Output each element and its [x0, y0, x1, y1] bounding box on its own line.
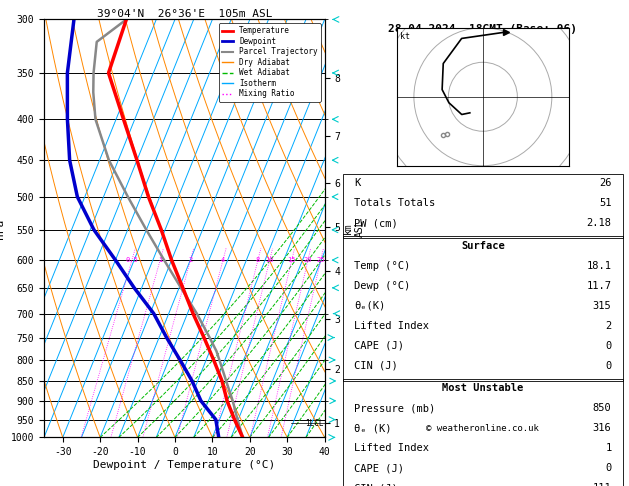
Text: 11.7: 11.7	[586, 281, 611, 291]
Text: 0: 0	[605, 361, 611, 371]
Text: CAPE (J): CAPE (J)	[354, 341, 404, 351]
Text: 850: 850	[593, 403, 611, 413]
Text: Surface: Surface	[461, 241, 504, 251]
Text: 15: 15	[287, 257, 296, 263]
Text: Totals Totals: Totals Totals	[354, 198, 435, 208]
Text: © weatheronline.co.uk: © weatheronline.co.uk	[426, 424, 539, 433]
Text: CIN (J): CIN (J)	[354, 484, 398, 486]
Y-axis label: hPa: hPa	[0, 218, 5, 239]
Y-axis label: km
ASL: km ASL	[343, 220, 365, 237]
Text: θₑ(K): θₑ(K)	[354, 301, 386, 311]
Bar	[343, 174, 623, 239]
Text: 26: 26	[599, 178, 611, 188]
Text: 0: 0	[605, 341, 611, 351]
Text: 0.5: 0.5	[126, 257, 138, 263]
Text: 28.04.2024  18GMT (Base: 06): 28.04.2024 18GMT (Base: 06)	[388, 24, 577, 34]
Text: 18.1: 18.1	[586, 260, 611, 271]
Text: 1: 1	[605, 443, 611, 453]
Text: 2: 2	[605, 321, 611, 331]
Text: 315: 315	[593, 301, 611, 311]
Legend: Temperature, Dewpoint, Parcel Trajectory, Dry Adiabat, Wet Adiabat, Isotherm, Mi: Temperature, Dewpoint, Parcel Trajectory…	[218, 23, 321, 102]
Bar	[343, 236, 623, 381]
Text: 316: 316	[593, 423, 611, 433]
Text: 8: 8	[256, 257, 260, 263]
X-axis label: Dewpoint / Temperature (°C): Dewpoint / Temperature (°C)	[93, 460, 276, 470]
Text: CAPE (J): CAPE (J)	[354, 463, 404, 473]
Text: 25: 25	[316, 257, 325, 263]
Text: 10: 10	[265, 257, 274, 263]
Text: 1: 1	[158, 257, 162, 263]
Text: 111: 111	[593, 484, 611, 486]
Text: θₑ (K): θₑ (K)	[354, 423, 392, 433]
Text: 4: 4	[221, 257, 225, 263]
Text: Temp (°C): Temp (°C)	[354, 260, 411, 271]
Text: PW (cm): PW (cm)	[354, 218, 398, 228]
Text: 2: 2	[188, 257, 192, 263]
Text: CIN (J): CIN (J)	[354, 361, 398, 371]
Text: Pressure (mb): Pressure (mb)	[354, 403, 435, 413]
Text: K: K	[354, 178, 360, 188]
Text: Dewp (°C): Dewp (°C)	[354, 281, 411, 291]
Text: 20: 20	[304, 257, 312, 263]
Text: 0: 0	[605, 463, 611, 473]
Text: 51: 51	[599, 198, 611, 208]
Title: 39°04'N  26°36'E  105m ASL: 39°04'N 26°36'E 105m ASL	[97, 9, 272, 18]
Text: Most Unstable: Most Unstable	[442, 383, 523, 393]
Text: Lifted Index: Lifted Index	[354, 321, 429, 331]
Text: 2.18: 2.18	[586, 218, 611, 228]
Text: 1LCL: 1LCL	[305, 419, 323, 428]
Text: Lifted Index: Lifted Index	[354, 443, 429, 453]
Bar	[343, 379, 623, 486]
